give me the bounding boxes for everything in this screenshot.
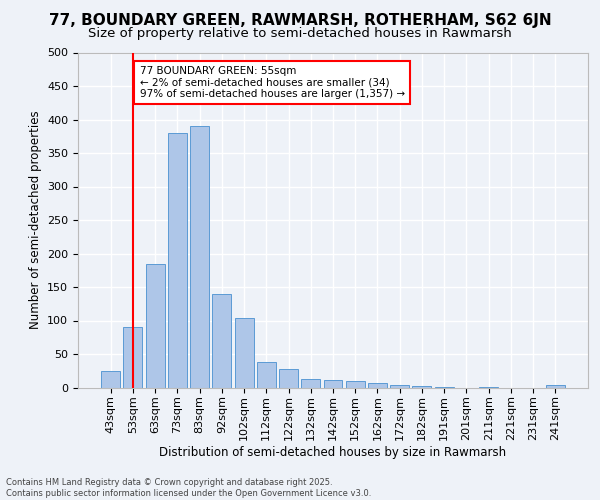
Bar xyxy=(279,368,298,388)
Bar xyxy=(435,387,454,388)
Bar xyxy=(257,362,276,388)
X-axis label: Distribution of semi-detached houses by size in Rawmarsh: Distribution of semi-detached houses by … xyxy=(160,446,506,458)
Bar xyxy=(235,318,254,388)
Bar xyxy=(190,126,209,388)
Text: Contains HM Land Registry data © Crown copyright and database right 2025.
Contai: Contains HM Land Registry data © Crown c… xyxy=(6,478,371,498)
Bar xyxy=(212,294,231,388)
Text: Size of property relative to semi-detached houses in Rawmarsh: Size of property relative to semi-detach… xyxy=(88,28,512,40)
Bar xyxy=(101,371,120,388)
Bar xyxy=(323,380,343,388)
Bar xyxy=(390,386,409,388)
Bar xyxy=(546,385,565,388)
Bar xyxy=(346,382,365,388)
Bar xyxy=(146,264,164,388)
Bar xyxy=(368,384,387,388)
Bar xyxy=(168,133,187,388)
Bar xyxy=(301,379,320,388)
Text: 77, BOUNDARY GREEN, RAWMARSH, ROTHERHAM, S62 6JN: 77, BOUNDARY GREEN, RAWMARSH, ROTHERHAM,… xyxy=(49,12,551,28)
Y-axis label: Number of semi-detached properties: Number of semi-detached properties xyxy=(29,110,41,330)
Bar xyxy=(412,386,431,388)
Bar xyxy=(124,327,142,388)
Bar xyxy=(479,387,498,388)
Text: 77 BOUNDARY GREEN: 55sqm
← 2% of semi-detached houses are smaller (34)
97% of se: 77 BOUNDARY GREEN: 55sqm ← 2% of semi-de… xyxy=(140,66,404,99)
